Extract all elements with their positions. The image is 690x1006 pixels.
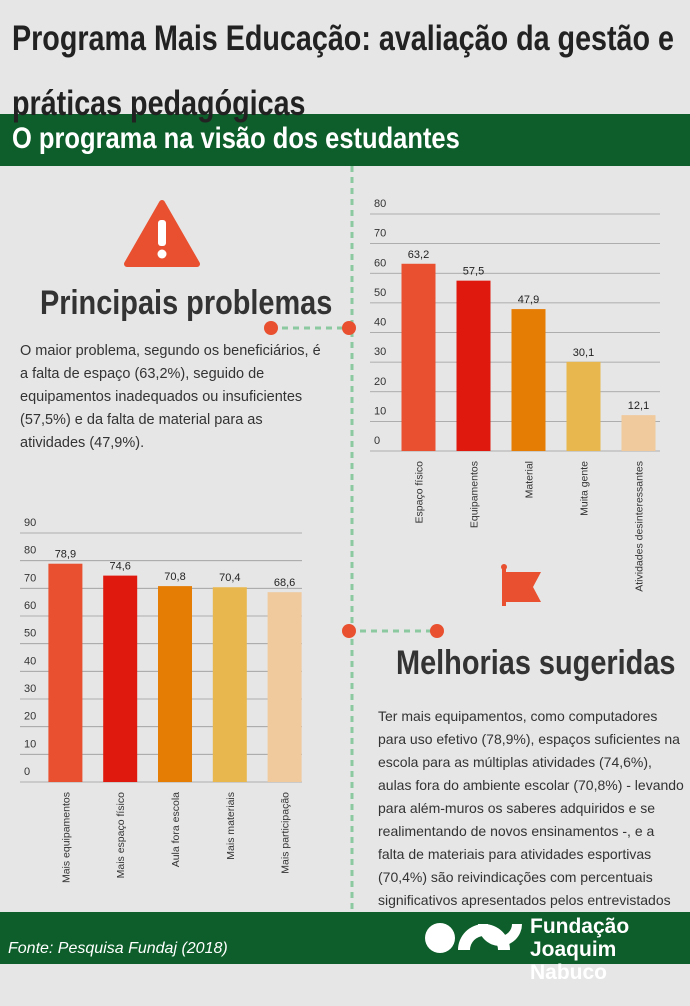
- bar: [401, 263, 436, 451]
- value-label: 57,5: [463, 266, 484, 278]
- y-tick-label: 80: [24, 545, 36, 557]
- bar: [158, 586, 192, 782]
- y-tick-label: 0: [24, 766, 30, 778]
- logo-mark: [425, 923, 522, 953]
- y-tick-label: 10: [24, 738, 36, 750]
- dot: [342, 321, 356, 335]
- section-title: Melhorias sugeridas: [396, 644, 676, 682]
- y-tick-label: 50: [374, 287, 386, 299]
- dot: [430, 624, 444, 638]
- y-tick-label: 10: [374, 405, 386, 417]
- paragraph: O maior problema, segundo os beneficiári…: [20, 343, 321, 451]
- bar: [566, 361, 601, 451]
- bar: [511, 309, 546, 451]
- section-title: Principais problemas: [40, 284, 333, 322]
- x-tick-label: Material: [524, 461, 536, 498]
- x-tick-label: Mais equipamentos: [60, 792, 72, 883]
- y-tick-label: 20: [24, 711, 36, 723]
- x-tick-label: Mais materiais: [225, 792, 237, 860]
- bar: [103, 575, 138, 782]
- flag-icon: [501, 564, 541, 606]
- warning-icon: [124, 200, 200, 267]
- y-tick-label: 40: [24, 655, 36, 667]
- y-tick-label: 70: [374, 228, 386, 240]
- y-tick-label: 60: [24, 600, 36, 612]
- logo-line: Fundação: [530, 915, 630, 938]
- y-tick-label: 0: [374, 435, 380, 447]
- y-tick-label: 90: [24, 517, 36, 529]
- value-label: 30,1: [573, 347, 594, 359]
- x-tick-label: Mais espaço físico: [115, 792, 127, 879]
- x-tick-label: Muita gente: [579, 461, 591, 516]
- value-label: 68,6: [274, 577, 295, 589]
- y-tick-label: 40: [374, 317, 386, 329]
- bar: [456, 280, 491, 451]
- paragraph: Ter mais equipamentos, como computadores…: [378, 708, 684, 908]
- logo-text: Fundação Joaquim Nabuco: [530, 915, 690, 984]
- x-tick-label: Equipamentos: [469, 461, 481, 528]
- y-tick-label: 60: [374, 257, 386, 269]
- footer-band: [0, 912, 690, 964]
- x-tick-label: Mais participação: [280, 792, 292, 874]
- x-tick-label: Espaço físico: [414, 461, 426, 524]
- value-label: 70,8: [164, 571, 185, 583]
- x-tick-label: Atividades desinteressantes: [634, 461, 646, 592]
- value-label: 78,9: [55, 549, 76, 561]
- value-label: 12,1: [628, 400, 649, 412]
- title: Programa Mais Educação: avaliação da ges…: [12, 19, 674, 123]
- y-tick-label: 80: [374, 198, 386, 210]
- dot: [264, 321, 278, 335]
- y-tick-label: 70: [24, 572, 36, 584]
- value-label: 47,9: [518, 294, 539, 306]
- value-label: 63,2: [408, 249, 429, 261]
- logo-line: Joaquim Nabuco: [530, 938, 617, 984]
- subtitle: O programa na visão dos estudantes: [12, 122, 460, 155]
- subtitle-band: [0, 114, 690, 166]
- value-label: 74,6: [109, 561, 130, 573]
- bar: [267, 592, 302, 782]
- y-tick-label: 20: [374, 376, 386, 388]
- charts: 0 10 20 30 40 50 60 70 80 Espaço físico 63,2 Equipa…: [20, 198, 660, 883]
- y-tick-label: 50: [24, 628, 36, 640]
- bar: [48, 563, 83, 782]
- bar: [212, 587, 247, 782]
- y-tick-label: 30: [374, 346, 386, 358]
- source: Fonte: Pesquisa Fundaj (2018): [8, 940, 228, 957]
- x-tick-label: Aula fora escola: [170, 792, 182, 867]
- y-tick-label: 30: [24, 683, 36, 695]
- value-label: 70,4: [219, 572, 240, 584]
- dot: [342, 624, 356, 638]
- bar: [621, 415, 656, 451]
